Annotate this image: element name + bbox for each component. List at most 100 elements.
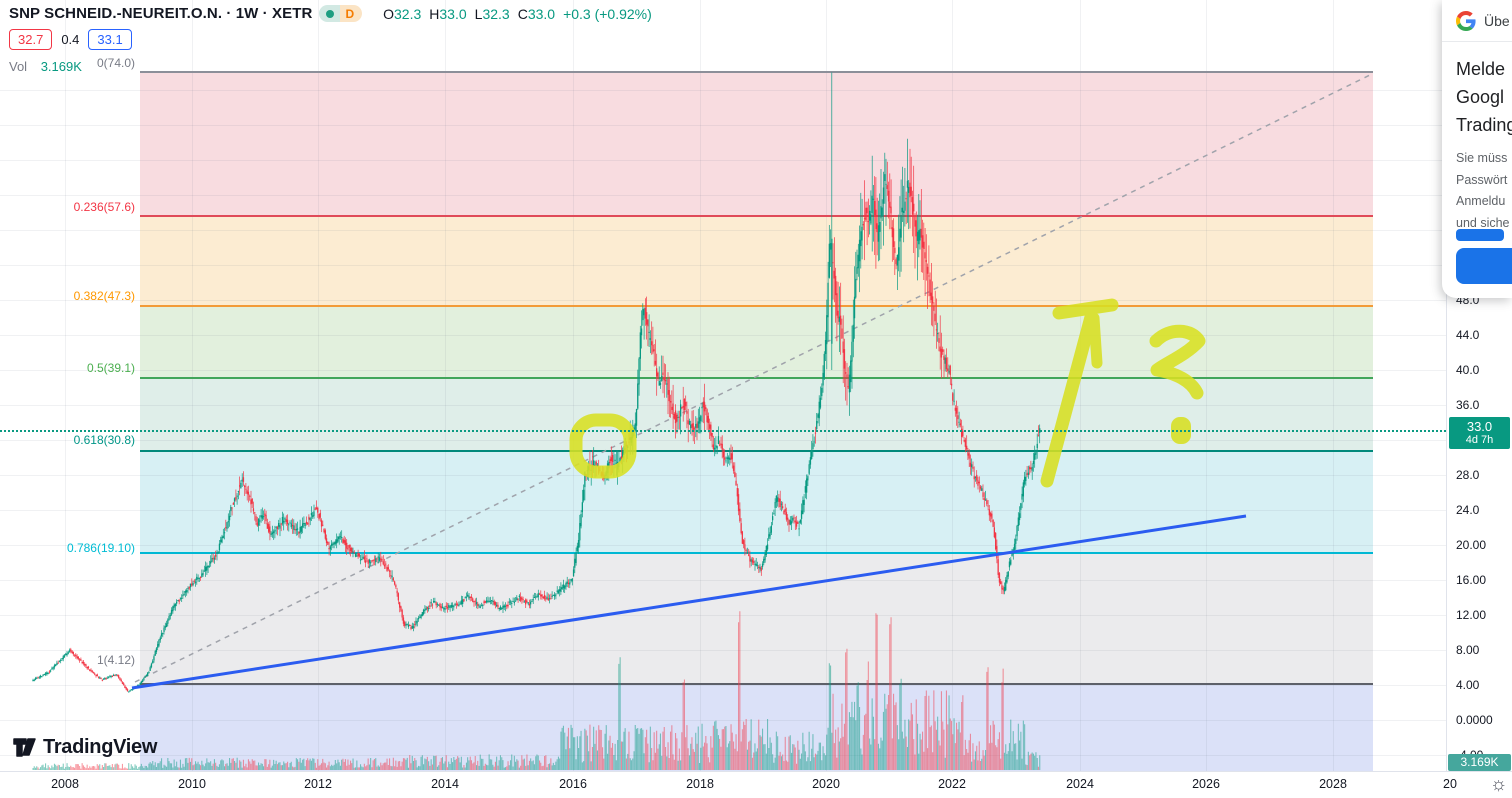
- fib-level-line: [140, 377, 1373, 379]
- grid-line-horizontal: [0, 265, 1446, 266]
- volume-axis-badge: 3.169K: [1448, 754, 1511, 771]
- grid-line-horizontal: [0, 370, 1446, 371]
- google-signin-popup: Übe Melde Googl Trading Sie müss Passwört An…: [1442, 0, 1512, 298]
- market-status-badge[interactable]: D: [319, 5, 363, 22]
- grid-line-horizontal: [0, 335, 1446, 336]
- popup-heading-line: Trading: [1456, 115, 1512, 135]
- time-axis-label: 2022: [938, 777, 966, 791]
- price-axis-label: 20.00: [1456, 538, 1487, 552]
- bar-countdown: 4d 7h: [1465, 434, 1494, 446]
- grid-line-horizontal: [0, 580, 1446, 581]
- chart-pane[interactable]: 0(74.0) 0.236(57.6) 0.382(47.3) 0.5(39.1) 0.…: [0, 0, 1446, 771]
- grid-line-horizontal: [0, 545, 1446, 546]
- current-price-badge: 33.0 4d 7h: [1449, 417, 1510, 449]
- grid-line-vertical: [1080, 0, 1081, 771]
- ask-price: 33.1: [88, 29, 132, 50]
- time-axis-label: 2018: [686, 777, 714, 791]
- price-axis-label: 44.0: [1456, 328, 1480, 342]
- symbol-title[interactable]: SNP SCHNEID.-NEUREIT.O.N. · 1W · XETR: [9, 5, 313, 22]
- chart-legend: SNP SCHNEID.-NEUREIT.O.N. · 1W · XETR D …: [9, 5, 652, 74]
- current-price-line: [0, 430, 1446, 432]
- grid-line-horizontal: [0, 475, 1446, 476]
- time-axis-label: 2014: [431, 777, 459, 791]
- bid-ask-row: 32.7 0.4 33.1: [9, 29, 652, 50]
- fib-level-label: 0(74.0): [96, 56, 135, 70]
- fib-level-line: [140, 450, 1373, 452]
- tradingview-logo[interactable]: TradingView: [13, 736, 157, 759]
- price-axis-label: 4.00: [1456, 678, 1480, 692]
- fib-level-label: 0.618(30.8): [73, 433, 135, 447]
- grid-line-vertical: [445, 0, 446, 771]
- grid-line-vertical: [826, 0, 827, 771]
- fib-level-label: 1(4.12): [96, 653, 135, 667]
- time-axis-label: 2020: [812, 777, 840, 791]
- fib-level-label: 0.382(47.3): [73, 289, 135, 303]
- grid-line-horizontal: [0, 615, 1446, 616]
- time-axis-label: 2012: [304, 777, 332, 791]
- popup-body-line: Anmeldu: [1456, 194, 1506, 208]
- bid-price: 32.7: [9, 29, 53, 50]
- volume-value: 3.169K: [40, 59, 82, 74]
- grid-line-horizontal: [0, 300, 1446, 301]
- grid-line-horizontal: [0, 160, 1446, 161]
- ohlc-item: C33.0: [517, 5, 556, 22]
- current-price: 33.0: [1466, 419, 1493, 434]
- popup-body-line: Sie müss: [1456, 151, 1508, 165]
- time-axis[interactable]: ☼ 2008 2010 2012 2014 2016 2018 2020 2022 2024 20…: [0, 771, 1512, 798]
- price-axis-label: 36.0: [1456, 398, 1480, 412]
- price-axis-label: 16.00: [1456, 573, 1487, 587]
- price-scale-settings-icon[interactable]: ☼: [1490, 774, 1508, 795]
- grid-line-horizontal: [0, 755, 1446, 756]
- price-axis-label: 40.0: [1456, 363, 1480, 377]
- fib-band: [140, 684, 1373, 771]
- price-axis-label: 0.0000: [1456, 713, 1493, 727]
- grid-line-vertical: [700, 0, 701, 771]
- change-value: +0.3 (+0.92%): [563, 5, 652, 22]
- grid-line-vertical: [952, 0, 953, 771]
- time-axis-label: 2026: [1192, 777, 1220, 791]
- popup-secondary-button[interactable]: [1456, 229, 1504, 241]
- popup-heading-line: Melde: [1456, 59, 1506, 79]
- fib-band: [140, 451, 1373, 553]
- grid-line-horizontal: [0, 195, 1446, 196]
- fib-level-label: 0.786(19.10): [66, 541, 135, 555]
- grid-line-horizontal: [0, 405, 1446, 406]
- grid-line-horizontal: [0, 510, 1446, 511]
- volume-label[interactable]: Vol: [9, 59, 28, 74]
- fib-level-line: [140, 215, 1373, 217]
- popup-signin-button[interactable]: [1456, 248, 1512, 284]
- time-axis-label: 2028: [1319, 777, 1347, 791]
- popup-heading: Melde Googl Trading: [1442, 42, 1512, 139]
- grid-line-horizontal: [0, 720, 1446, 721]
- fib-level-line: [140, 71, 1373, 73]
- price-axis-label: 24.0: [1456, 503, 1480, 517]
- fib-level-line: [140, 552, 1373, 554]
- spread-value: 0.4: [61, 32, 80, 47]
- grid-line-horizontal: [0, 440, 1446, 441]
- price-axis-label: 8.00: [1456, 643, 1480, 657]
- market-open-dot-icon: [326, 9, 335, 18]
- time-axis-label: 2024: [1066, 777, 1094, 791]
- price-axis-label: 12.00: [1456, 608, 1487, 622]
- grid-line-vertical: [1206, 0, 1207, 771]
- grid-line-vertical: [573, 0, 574, 771]
- fib-level-line: [140, 683, 1373, 685]
- popup-body-text: Sie müss Passwört Anmeldu und siche: [1442, 139, 1512, 234]
- fib-level-label: 0.236(57.6): [73, 200, 135, 214]
- popup-body-line: und siche: [1456, 215, 1510, 230]
- fib-band: [140, 553, 1373, 684]
- grid-line-vertical: [318, 0, 319, 771]
- tradingview-logo-icon: [13, 737, 36, 757]
- price-axis-label: 28.0: [1456, 468, 1480, 482]
- grid-line-vertical: [192, 0, 193, 771]
- popup-heading-line: Googl: [1456, 87, 1505, 107]
- ohlc-item: L32.3: [474, 5, 510, 22]
- google-logo-icon: [1456, 11, 1476, 31]
- grid-line-horizontal: [0, 125, 1446, 126]
- grid-line-horizontal: [0, 685, 1446, 686]
- fib-band: [140, 306, 1373, 378]
- volume-indicator-row: Vol 3.169K: [9, 59, 652, 74]
- tradingview-logo-text: TradingView: [43, 736, 158, 758]
- ohlc-item: O32.3: [383, 5, 422, 22]
